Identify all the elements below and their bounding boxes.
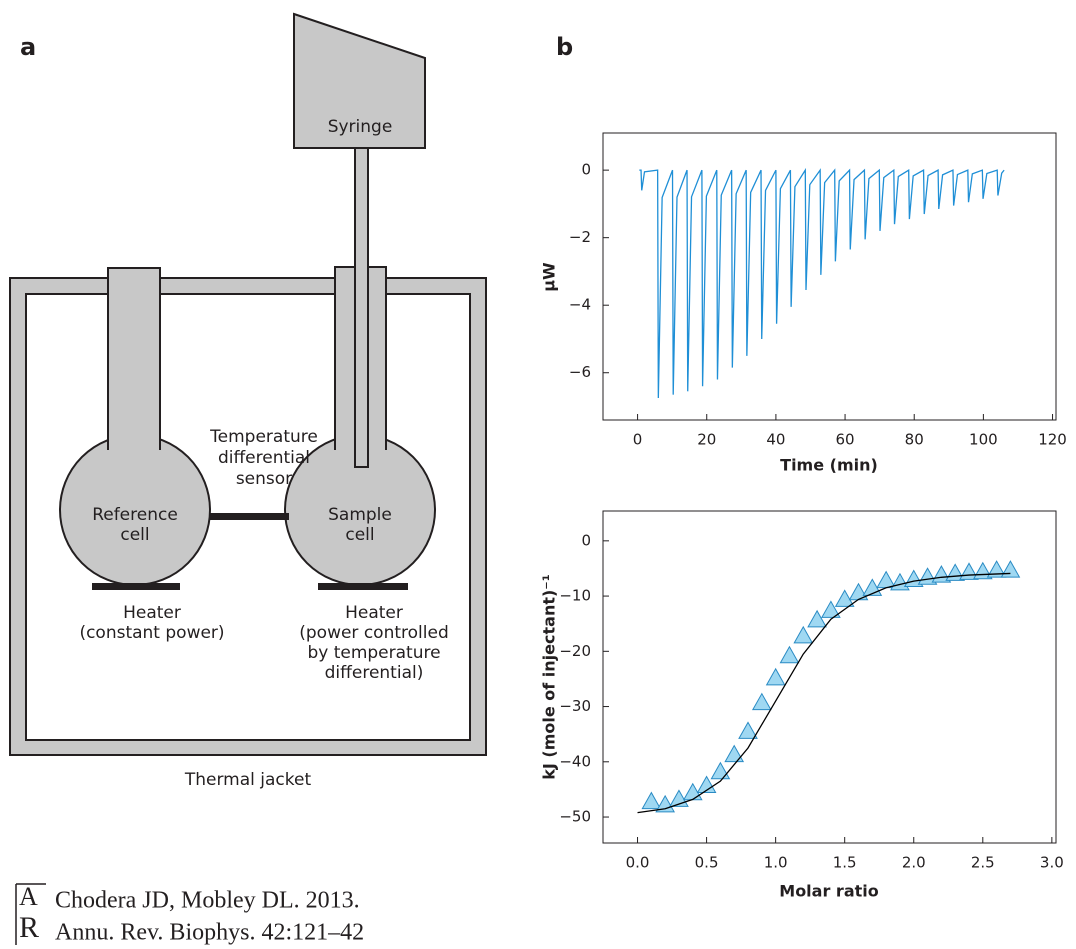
logo-letter: R (19, 911, 39, 944)
y-tick-label: 0 (581, 161, 591, 179)
y-tick-label: −20 (559, 642, 591, 660)
y-tick-label: −2 (569, 228, 591, 246)
syringe-needle (354, 147, 369, 468)
x-tick-label: 20 (697, 431, 716, 449)
diagram (9, 12, 487, 756)
reference-neck (108, 268, 160, 448)
y-tick-label: −10 (559, 587, 591, 605)
fit-line (637, 572, 1011, 814)
cell-label: cell (345, 525, 374, 545)
reference-neck-outline (107, 267, 161, 450)
cell-label: Sample (328, 505, 392, 525)
plot-frame (602, 510, 1057, 844)
y-axis-label: kJ (mole of injectant)⁻¹ (540, 574, 559, 780)
sensor-label: Temperature (209, 427, 318, 447)
panel-label: b (556, 33, 573, 61)
data-point (834, 589, 855, 607)
cell-label: cell (120, 525, 149, 545)
x-axis-label: Time (min) (780, 456, 878, 475)
x-tick-label: 80 (905, 431, 924, 449)
citation-line: Chodera JD, Mobley DL. 2013. (55, 888, 360, 914)
data-point (696, 775, 717, 794)
y-tick-label: −50 (559, 808, 591, 826)
sensor-label: sensor (236, 469, 292, 489)
thermal-jacket (9, 277, 487, 756)
data-point (738, 721, 758, 739)
syringe (293, 12, 426, 149)
data-point (793, 625, 814, 644)
heater-label: (constant power) (79, 623, 224, 643)
data-point (751, 692, 772, 711)
x-tick-label: 2.5 (971, 854, 995, 872)
data-point (890, 572, 910, 591)
data-point (807, 609, 827, 628)
citation-line: Annu. Rev. Biophys. 42:121–42 (55, 920, 364, 946)
x-tick-label: 3.0 (1040, 854, 1064, 872)
x-tick-label: 120 (1038, 431, 1067, 449)
x-tick-label: 100 (969, 431, 998, 449)
x-axis-label: Molar ratio (779, 882, 878, 901)
y-tick-label: −30 (559, 697, 591, 715)
x-tick-label: 1.5 (833, 854, 857, 872)
heater-label: Heater (345, 603, 403, 623)
plot-frame (602, 132, 1057, 421)
heater-label: differential) (325, 663, 424, 683)
heater (318, 583, 408, 590)
data-point (765, 667, 786, 686)
y-axis-label: μW (540, 262, 559, 292)
syringe-label: Syringe (328, 117, 393, 137)
data-point (779, 645, 800, 664)
heater-label: (power controlled (299, 623, 448, 643)
x-tick-label: 40 (766, 431, 785, 449)
data-point (710, 761, 731, 780)
x-tick-label: 0 (633, 431, 643, 449)
sensor-bar (210, 513, 289, 520)
data-point (986, 560, 1007, 578)
heater (92, 583, 180, 590)
logo-frame (15, 883, 46, 945)
x-tick-label: 1.0 (764, 854, 788, 872)
x-tick-label: 2.0 (902, 854, 926, 872)
data-point (641, 791, 662, 810)
heater-label: Heater (123, 603, 181, 623)
cell-label: Reference (92, 505, 178, 525)
data-point (724, 744, 745, 763)
x-tick-label: 0.5 (695, 854, 719, 872)
citation: A R Chodera JD, Mobley DL. 2013. Annu. R… (15, 882, 364, 946)
data-point (821, 600, 841, 618)
jacket-label: Thermal jacket (184, 770, 312, 790)
y-tick-label: 0 (581, 531, 591, 549)
data-point (1000, 560, 1021, 578)
data-point (876, 570, 896, 589)
y-tick-label: −4 (569, 296, 591, 314)
panel-label: a (20, 33, 36, 61)
trace-line (639, 167, 1005, 399)
sensor-label: differential (218, 448, 310, 468)
x-tick-label: 60 (836, 431, 855, 449)
x-tick-label: 0.0 (626, 854, 650, 872)
logo-letter: A (19, 882, 38, 911)
y-tick-label: −6 (569, 363, 591, 381)
heater-label: by temperature (307, 643, 440, 663)
y-tick-label: −40 (559, 752, 591, 770)
